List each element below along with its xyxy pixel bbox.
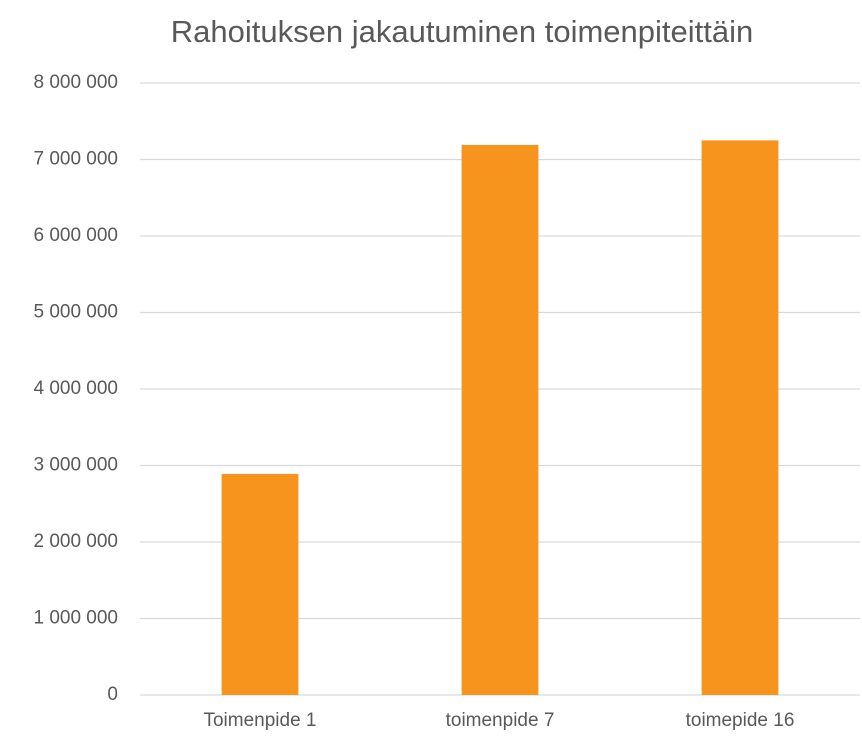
bar xyxy=(461,144,539,696)
bar xyxy=(221,473,299,695)
chart-title: Rahoituksen jakautuminen toimenpiteittäi… xyxy=(171,14,753,49)
y-tick-label: 5 000 000 xyxy=(33,302,118,323)
y-tick-label: 6 000 000 xyxy=(33,225,118,246)
y-tick-label: 4 000 000 xyxy=(33,378,118,399)
bar xyxy=(701,140,779,695)
y-tick-label: 3 000 000 xyxy=(33,455,118,476)
x-tick-label: toimenpide 7 xyxy=(446,710,555,731)
y-tick-label: 0 xyxy=(107,684,118,705)
x-tick-label: toimepide 16 xyxy=(686,710,795,731)
y-tick-label: 2 000 000 xyxy=(33,531,118,552)
y-tick-label: 8 000 000 xyxy=(33,72,118,93)
y-tick-label: 7 000 000 xyxy=(33,149,118,170)
y-tick-label: 1 000 000 xyxy=(33,608,118,629)
x-tick-label: Toimenpide 1 xyxy=(203,710,316,731)
